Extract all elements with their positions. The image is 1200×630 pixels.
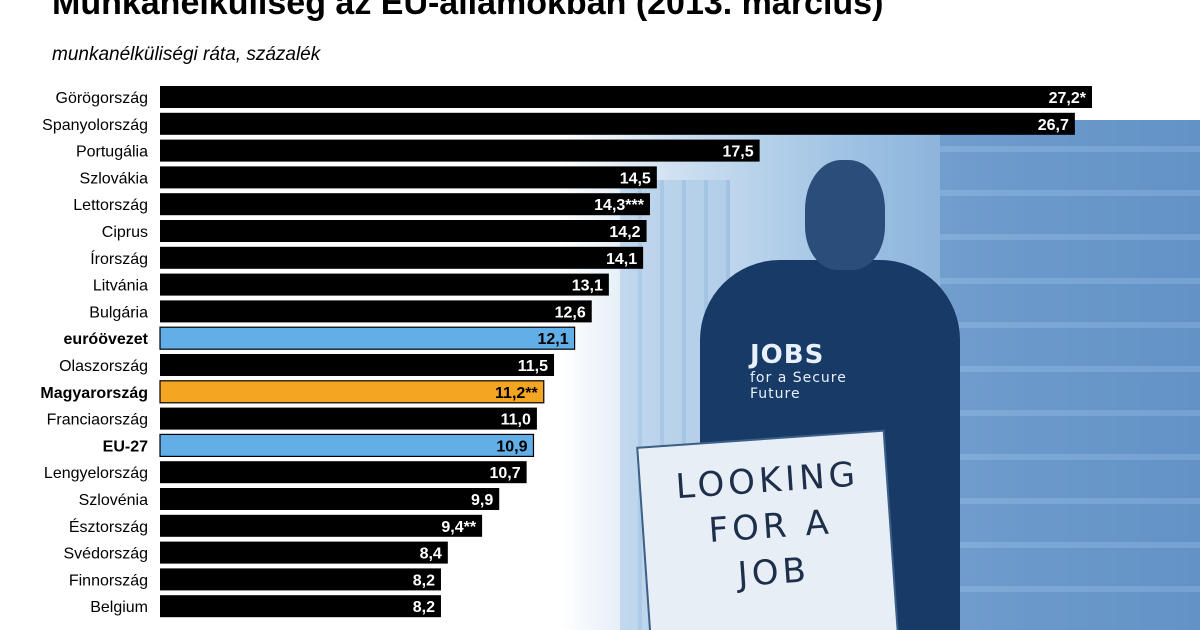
value-label: 26,7 (1038, 117, 1069, 134)
bar-row: Írország 14,1 (90, 246, 644, 269)
category-label: Finnország (69, 572, 148, 589)
bar-row: Portugália 17,5 (76, 139, 760, 162)
bar (160, 488, 500, 510)
bar-row: Magyarország 11,2** (40, 380, 545, 404)
bar-row: Spanyolország 26,7 (42, 112, 1075, 135)
category-label: Írország (90, 249, 148, 268)
value-label: 8,4 (420, 546, 442, 563)
category-label: Olaszország (59, 358, 148, 375)
bar (160, 220, 647, 242)
bar-row: Lengyelország 10,7 (44, 461, 527, 484)
bar-row: Észtország 9,4** (69, 514, 483, 537)
bar (160, 568, 441, 591)
value-label: 9,9 (471, 492, 493, 509)
bar (160, 595, 441, 618)
bar-row: Finnország 8,2 (69, 568, 441, 591)
value-label: 17,5 (722, 144, 753, 161)
bar-row: Bulgária 12,6 (89, 300, 592, 323)
bar-row: euróövezet 12,1 (64, 326, 576, 350)
bar-row: EU-27 10,9 (103, 433, 535, 457)
bar-row: Franciaország 11,0 (47, 407, 537, 430)
value-label: 11,5 (518, 358, 548, 375)
category-label: Franciaország (47, 412, 148, 429)
category-label: Belgium (90, 599, 148, 616)
category-label: Spanyolország (42, 117, 148, 134)
value-label: 12,6 (555, 304, 586, 321)
category-label: euróövezet (64, 331, 149, 348)
chart-title: Munkanélküliség az EU-államokban (2013. … (52, 0, 884, 22)
bar-row: Olaszország 11,5 (59, 354, 555, 376)
bar (160, 461, 527, 484)
value-label: 14,3*** (594, 197, 645, 214)
category-label: EU-27 (103, 438, 148, 455)
photo-person-head (805, 160, 885, 270)
bar (160, 541, 448, 564)
category-label: Magyarország (40, 385, 148, 402)
photo-shirt-text: JOBS for a Secure Future (750, 340, 870, 402)
category-label: Bulgária (89, 304, 148, 321)
bar (160, 300, 592, 323)
bar (160, 407, 537, 430)
value-label: 10,9 (496, 438, 527, 455)
bar-row: Svédország 8,4 (64, 541, 448, 564)
bar-row: Görögország 27,2* (56, 86, 1092, 108)
bar-row: Szlovénia 9,9 (79, 488, 500, 510)
bar (160, 112, 1075, 135)
category-label: Szlovákia (80, 170, 149, 187)
shirt-logo-text: JOBS (750, 340, 825, 370)
bar-row: Ciprus 14,2 (102, 220, 647, 242)
chart-subtitle: munkanélküliségi ráta, százalék (52, 44, 321, 65)
bar (159, 326, 576, 350)
bar-row: Belgium 8,2 (90, 595, 441, 618)
value-label: 14,1 (606, 251, 637, 268)
bar-row: Litvánia 13,1 (93, 273, 609, 296)
value-label: 11,2** (495, 385, 538, 402)
value-label: 12,1 (537, 331, 568, 348)
value-label: 27,2* (1049, 90, 1087, 107)
value-label: 8,2 (413, 599, 435, 616)
background-photo: JOBS for a Secure Future LOOKING FOR A J… (560, 120, 1200, 630)
bar (160, 246, 644, 269)
category-label: Észtország (69, 517, 148, 536)
category-label: Portugália (76, 144, 148, 161)
bar (160, 193, 650, 216)
shirt-logo-subtext: for a Secure Future (750, 370, 847, 402)
bar (159, 380, 545, 404)
bar (160, 273, 609, 296)
category-label: Ciprus (102, 224, 148, 241)
bar-row: Lettország 14,3*** (73, 193, 650, 216)
bar (160, 86, 1092, 108)
bar (160, 166, 657, 189)
bar (160, 139, 760, 162)
category-label: Szlovénia (79, 492, 148, 509)
value-label: 10,7 (489, 465, 520, 482)
value-label: 14,5 (620, 170, 651, 187)
value-label: 11,0 (501, 412, 531, 429)
bar (159, 433, 535, 457)
category-label: Görögország (56, 90, 149, 107)
category-label: Lettország (73, 197, 148, 214)
value-label: 14,2 (609, 224, 640, 241)
category-label: Lengyelország (44, 465, 148, 482)
bar (160, 354, 555, 376)
value-label: 8,2 (413, 572, 435, 589)
photo-building-right (940, 120, 1200, 630)
category-label: Litvánia (93, 278, 148, 295)
value-label: 9,4** (441, 519, 476, 536)
category-label: Svédország (64, 546, 149, 563)
bar-row: Szlovákia 14,5 (80, 166, 657, 189)
bar (160, 514, 483, 537)
value-label: 13,1 (572, 278, 603, 295)
